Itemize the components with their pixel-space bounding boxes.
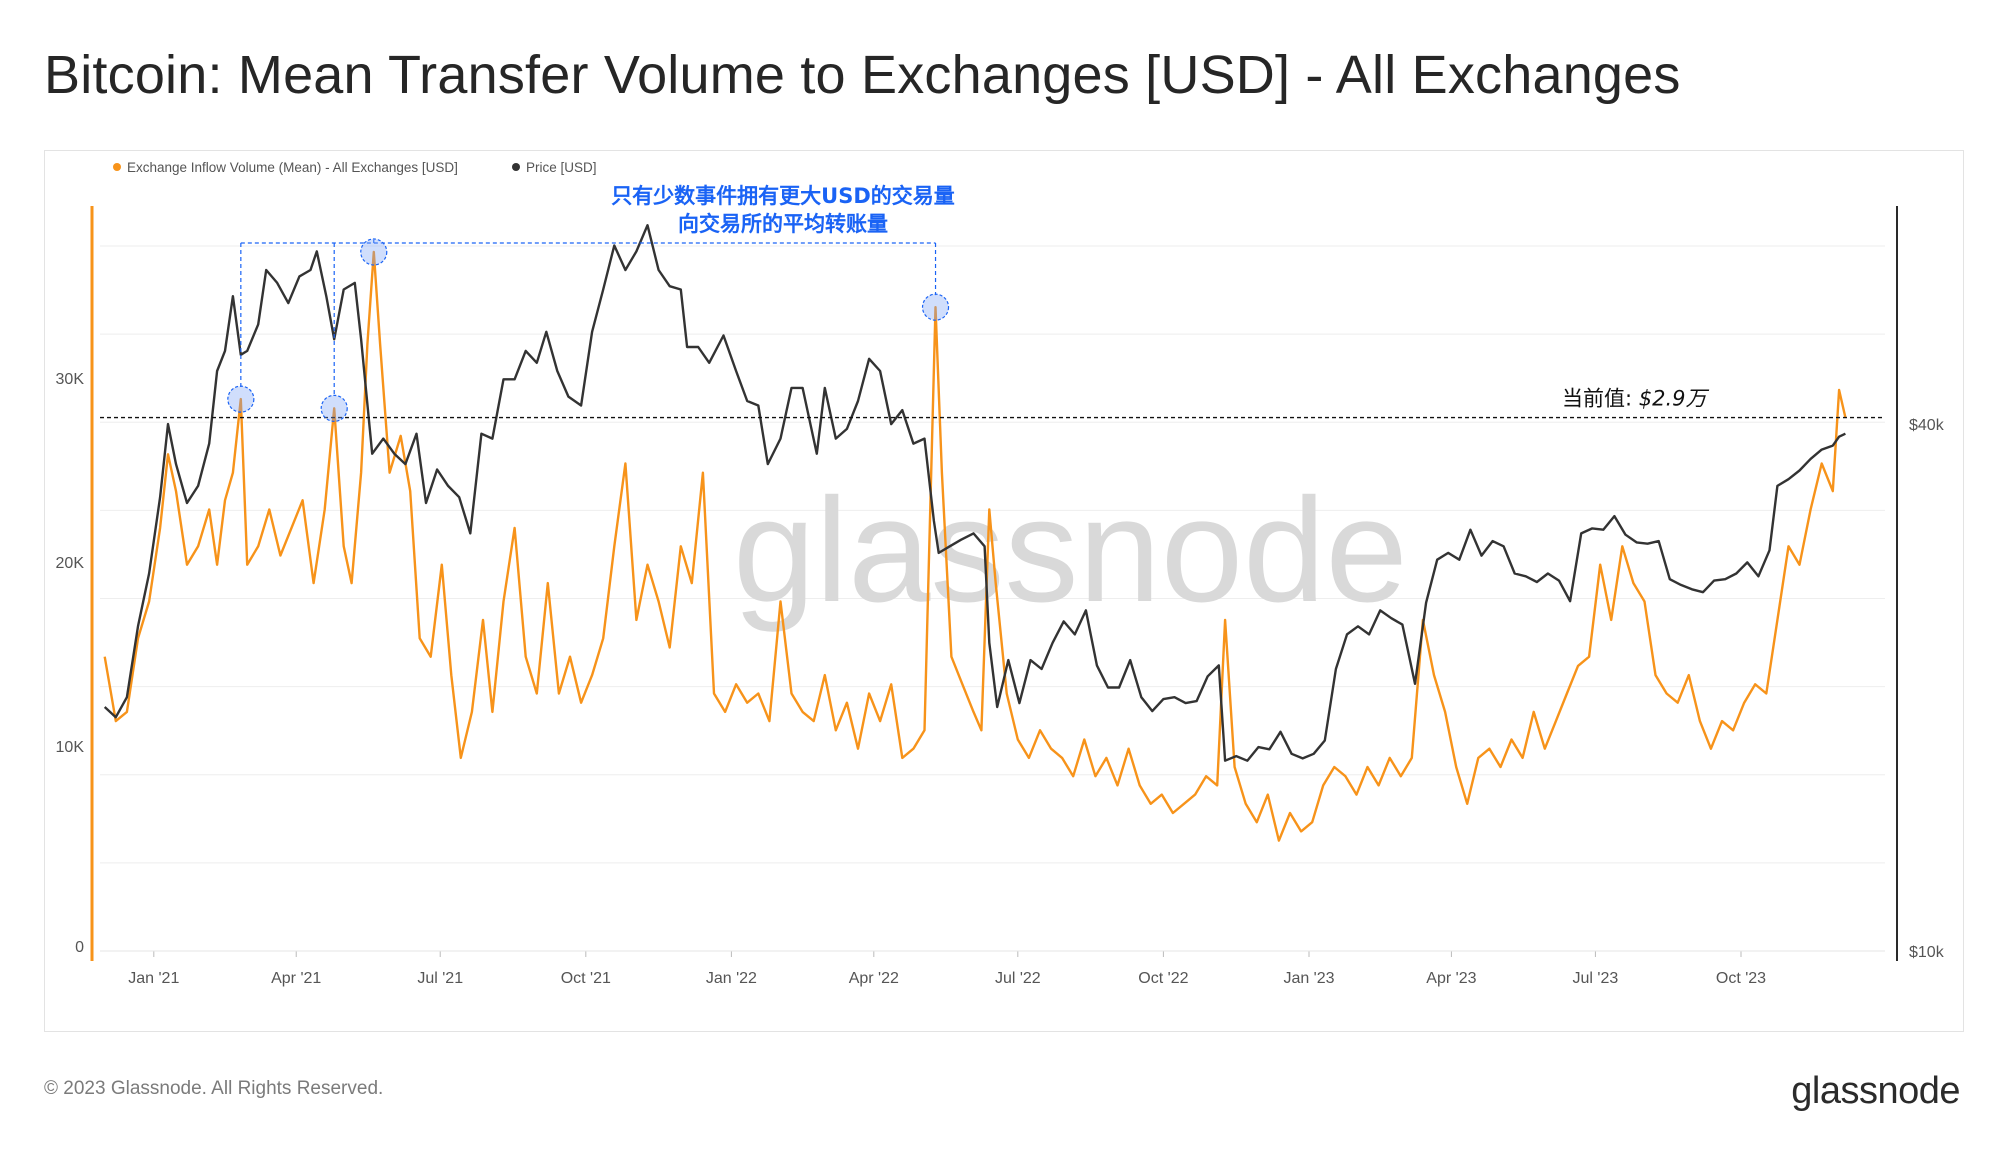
y-left-tick-label: 0 <box>75 939 84 956</box>
x-tick-label: Jan '22 <box>706 970 757 987</box>
current-value-amount: $2.9万 <box>1639 387 1710 411</box>
series-layer <box>103 223 1847 842</box>
chart-container: glassnode Jan '21 Apr '21 Jul '21 Oct '21 Ja… <box>44 150 1964 1032</box>
y-left-tick-label: 10K <box>56 739 85 756</box>
annotation-line-2: 向交易所的平均转账量 <box>678 212 888 236</box>
x-tick-label: Jul '23 <box>1573 970 1619 987</box>
current-value-label: 当前值: $2.9万 <box>1562 387 1710 411</box>
y-left-tick-label: 30K <box>56 371 85 388</box>
y-right-tick-label: $10k <box>1909 944 1945 961</box>
y-left-tick-label: 20K <box>56 555 85 572</box>
legend-label-price: Price [USD] <box>526 160 597 175</box>
page-title: Bitcoin: Mean Transfer Volume to Exchang… <box>44 45 1681 105</box>
axes: Jan '21 Apr '21 Jul '21 Oct '21 Jan '22 Apr '… <box>56 206 1945 987</box>
x-tick-label: Oct '22 <box>1138 970 1188 987</box>
glassnode-logo: glassnode <box>1791 1070 1960 1112</box>
x-tick-label: Jan '21 <box>128 970 179 987</box>
legend: Exchange Inflow Volume (Mean) - All Exch… <box>113 160 597 175</box>
x-tick-label: Apr '21 <box>271 970 321 987</box>
watermark-text: glassnode <box>733 468 1408 633</box>
chart-canvas: glassnode Jan '21 Apr '21 Jul '21 Oct '21 Ja… <box>56 160 1945 987</box>
copyright-text: © 2023 Glassnode. All Rights Reserved. <box>44 1078 384 1099</box>
price-line <box>103 223 1846 762</box>
highlight-circle <box>320 394 348 422</box>
x-tick-label: Jul '22 <box>995 970 1041 987</box>
x-tick-label: Apr '22 <box>849 970 899 987</box>
x-tick-label: Jul '21 <box>417 970 463 987</box>
y-right-tick-label: $40k <box>1909 417 1945 434</box>
x-tick-label: Oct '21 <box>561 970 611 987</box>
x-tick-label: Apr '23 <box>1426 970 1476 987</box>
legend-swatch-inflow <box>113 163 121 171</box>
legend-swatch-price <box>512 163 520 171</box>
x-tick-label: Oct '23 <box>1716 970 1766 987</box>
legend-label-inflow: Exchange Inflow Volume (Mean) - All Exch… <box>127 160 458 175</box>
inflow-volume-line <box>103 250 1847 842</box>
annotation-line-1: 只有少数事件拥有更大USD的交易量 <box>611 184 955 208</box>
highlight-circle <box>360 238 388 266</box>
highlight-circle <box>921 293 950 321</box>
highlight-circle <box>227 385 255 413</box>
current-value-prefix: 当前值: <box>1562 387 1639 411</box>
x-tick-label: Jan '23 <box>1283 970 1334 987</box>
